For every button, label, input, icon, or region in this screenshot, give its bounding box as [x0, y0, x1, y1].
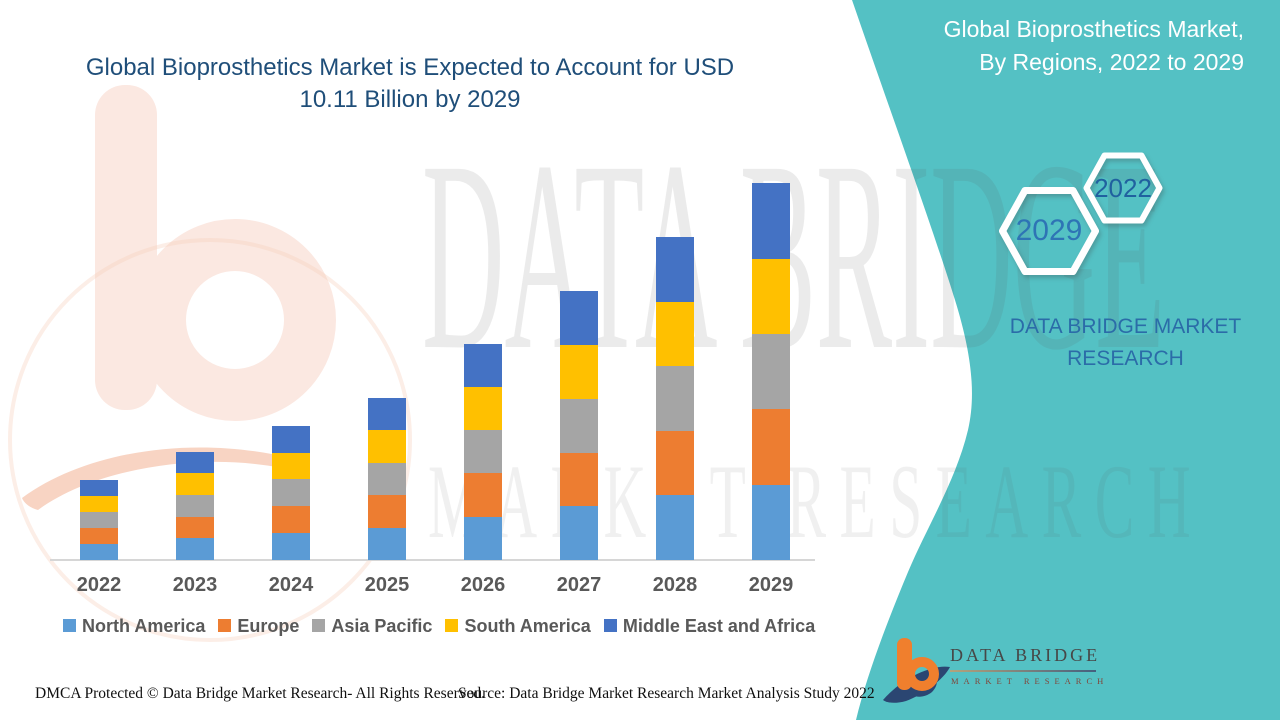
- bar-segment-2029-north-america: [752, 484, 790, 560]
- hexagon-2022: 2022: [1083, 152, 1163, 224]
- bar-segment-2022-north-america: [80, 543, 118, 560]
- bar-segment-2029-europe: [752, 409, 790, 485]
- bar-segment-2022-middle-east-and-africa: [80, 479, 118, 496]
- bar-segment-2027-asia-pacific: [560, 398, 598, 453]
- dmca-notice: DMCA Protected © Data Bridge Market Rese…: [35, 685, 485, 702]
- hexagon-2029-label: 2029: [1015, 214, 1083, 247]
- legend-label: South America: [464, 616, 591, 636]
- hexagon-outline-icon: [1083, 152, 1163, 224]
- panel-heading: Global Bioprosthetics Market, By Regions…: [944, 13, 1244, 79]
- bar-segment-2028-south-america: [656, 301, 694, 367]
- bar-segment-2027-europe: [560, 452, 598, 507]
- bar-segment-2026-asia-pacific: [464, 430, 502, 474]
- bar-segment-2026-north-america: [464, 516, 502, 560]
- hexagon-2022-label: 2022: [1094, 172, 1152, 203]
- bar-segment-2023-middle-east-and-africa: [176, 451, 214, 474]
- bar-segment-2024-north-america: [272, 533, 310, 560]
- brand-caption-line2: RESEARCH: [1067, 347, 1184, 370]
- legend-marker-icon: [63, 619, 76, 632]
- legend-item-middle-east-and-africa: Middle East and Africa: [603, 616, 816, 637]
- bar-segment-2025-south-america: [368, 430, 406, 463]
- page-title: Global Bioprosthetics Market is Expected…: [40, 52, 780, 116]
- bar-segment-2023-north-america: [176, 538, 214, 560]
- bar-segment-2025-north-america: [368, 527, 406, 560]
- legend-marker-icon: [445, 619, 459, 632]
- legend-marker-icon: [312, 619, 326, 632]
- bar-segment-2027-south-america: [560, 345, 598, 399]
- bar-segment-2025-europe: [368, 495, 406, 528]
- x-axis-line: [50, 559, 815, 561]
- bar-segment-2028-north-america: [656, 495, 694, 560]
- bar-segment-2022-south-america: [80, 495, 118, 512]
- bar-segment-2025-middle-east-and-africa: [368, 397, 406, 431]
- bar-segment-2022-europe: [80, 527, 118, 544]
- bar-segment-2028-europe: [656, 430, 694, 496]
- bar-segment-2029-middle-east-and-africa: [752, 182, 790, 259]
- x-axis-label-2023: 2023: [172, 574, 218, 596]
- bar-segment-2028-middle-east-and-africa: [656, 237, 694, 302]
- legend-item-asia-pacific: Asia Pacific: [312, 616, 432, 637]
- page-title-line1: Global Bioprosthetics Market is Expected…: [85, 54, 735, 81]
- logo-underline: [950, 670, 1096, 672]
- legend-marker-icon: [603, 619, 617, 632]
- bar-segment-2023-south-america: [176, 473, 214, 496]
- legend-item-europe: Europe: [218, 616, 299, 637]
- bar-segment-2024-south-america: [272, 452, 310, 480]
- x-axis-label-2024: 2024: [268, 574, 314, 596]
- brand-caption-line1: DATA BRIDGE MARKET: [1009, 315, 1242, 338]
- legend-label: North America: [82, 616, 206, 636]
- bar-segment-2026-south-america: [464, 386, 502, 431]
- bar-segment-2025-asia-pacific: [368, 462, 406, 496]
- hexagon-2029: 2029: [998, 186, 1100, 276]
- bar-segment-2024-asia-pacific: [272, 479, 310, 507]
- bar-segment-2027-north-america: [560, 506, 598, 560]
- legend-label: Europe: [237, 616, 300, 636]
- brand-caption: DATA BRIDGE MARKET RESEARCH: [1003, 311, 1248, 375]
- bar-segment-2029-asia-pacific: [752, 333, 790, 410]
- source-note: Source: Data Bridge Market Research Mark…: [458, 685, 875, 702]
- page-title-line2: 10.11 Billion by 2029: [299, 86, 521, 113]
- legend-label: Middle East and Africa: [622, 616, 816, 636]
- x-axis-label-2027: 2027: [556, 574, 602, 596]
- panel-heading-line1: Global Bioprosthetics Market,: [943, 16, 1244, 42]
- x-axis-label-2026: 2026: [460, 574, 506, 596]
- bar-segment-2024-europe: [272, 506, 310, 534]
- bar-segment-2023-asia-pacific: [176, 495, 214, 517]
- bar-segment-2023-europe: [176, 516, 214, 539]
- x-axis-label-2029: 2029: [748, 574, 794, 596]
- panel-heading-line2: By Regions, 2022 to 2029: [979, 49, 1244, 75]
- legend-item-north-america: North America: [63, 616, 205, 637]
- bar-segment-2024-middle-east-and-africa: [272, 425, 310, 453]
- x-axis-label-2028: 2028: [652, 574, 698, 596]
- data-bridge-logo-icon: [883, 638, 950, 703]
- legend-label: Asia Pacific: [331, 616, 433, 636]
- hexagon-outline-icon: [999, 187, 1099, 275]
- bar-segment-2028-asia-pacific: [656, 366, 694, 431]
- bar-segment-2026-middle-east-and-africa: [464, 343, 502, 387]
- bar-segment-2026-europe: [464, 473, 502, 517]
- bar-segment-2029-south-america: [752, 258, 790, 334]
- data-bridge-logo-tagline: MARKET RESEARCH: [951, 676, 1109, 686]
- x-axis-label-2025: 2025: [364, 574, 410, 596]
- legend-item-south-america: South America: [445, 616, 591, 637]
- data-bridge-logo-name: DATA BRIDGE: [950, 645, 1101, 665]
- chart-legend: North America Europe Asia Pacific South Ame…: [63, 616, 815, 637]
- bar-segment-2027-middle-east-and-africa: [560, 291, 598, 346]
- bar-segment-2022-asia-pacific: [80, 511, 118, 528]
- legend-marker-icon: [218, 619, 232, 632]
- x-axis-label-2022: 2022: [76, 574, 122, 596]
